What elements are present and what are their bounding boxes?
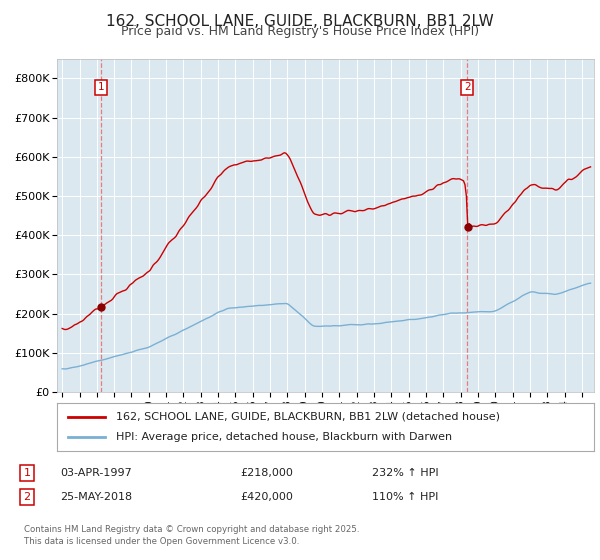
Text: £218,000: £218,000 xyxy=(240,468,293,478)
Text: 03-APR-1997: 03-APR-1997 xyxy=(60,468,132,478)
Text: Contains HM Land Registry data © Crown copyright and database right 2025.
This d: Contains HM Land Registry data © Crown c… xyxy=(24,525,359,546)
Text: 162, SCHOOL LANE, GUIDE, BLACKBURN, BB1 2LW (detached house): 162, SCHOOL LANE, GUIDE, BLACKBURN, BB1 … xyxy=(116,412,500,422)
Text: 25-MAY-2018: 25-MAY-2018 xyxy=(60,492,132,502)
Text: 2: 2 xyxy=(23,492,31,502)
Text: 1: 1 xyxy=(98,82,104,92)
Text: £420,000: £420,000 xyxy=(240,492,293,502)
Text: 110% ↑ HPI: 110% ↑ HPI xyxy=(372,492,439,502)
Text: Price paid vs. HM Land Registry's House Price Index (HPI): Price paid vs. HM Land Registry's House … xyxy=(121,25,479,38)
Text: 232% ↑ HPI: 232% ↑ HPI xyxy=(372,468,439,478)
Text: 1: 1 xyxy=(23,468,31,478)
Text: 2: 2 xyxy=(464,82,470,92)
Text: HPI: Average price, detached house, Blackburn with Darwen: HPI: Average price, detached house, Blac… xyxy=(116,432,452,442)
Text: 162, SCHOOL LANE, GUIDE, BLACKBURN, BB1 2LW: 162, SCHOOL LANE, GUIDE, BLACKBURN, BB1 … xyxy=(106,14,494,29)
